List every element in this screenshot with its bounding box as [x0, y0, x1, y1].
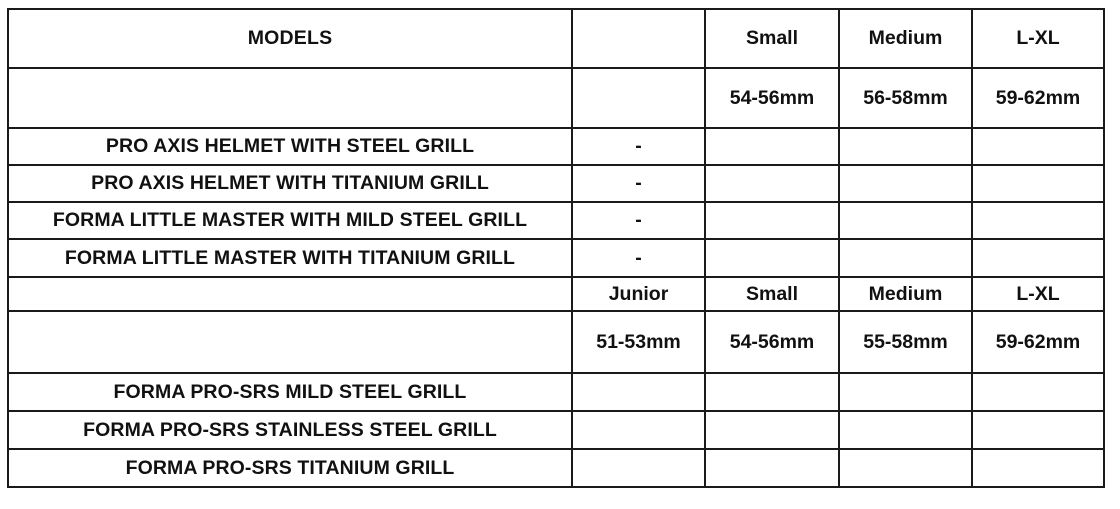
section-two-measurement-lxl: 59-62mm: [971, 310, 1105, 374]
model-name: FORMA LITTLE MASTER WITH MILD STEEL GRIL…: [7, 201, 573, 240]
availability-cell-unavailable: -: [571, 164, 706, 203]
availability-cell-unavailable: -: [571, 238, 706, 278]
model-name: FORMA PRO-SRS TITANIUM GRILL: [7, 448, 573, 488]
table-row: FORMA PRO-SRS STAINLESS STEEL GRILL: [7, 410, 1105, 450]
availability-cell-medium: [838, 238, 973, 278]
availability-cell-medium: [838, 127, 973, 166]
size-chart-container: MODELS Small Medium L-XL 54-56mm 56-58mm…: [7, 8, 1105, 488]
availability-cell-unavailable: -: [571, 127, 706, 166]
table-row: FORMA PRO-SRS TITANIUM GRILL: [7, 448, 1105, 488]
section-one-header-small: Small: [704, 8, 840, 69]
availability-cell-lxl: [971, 238, 1105, 278]
availability-cell-small: [704, 201, 840, 240]
availability-cell-medium: [838, 164, 973, 203]
availability-cell-medium: [838, 448, 973, 488]
section-one-measurement-medium: 56-58mm: [838, 67, 973, 129]
availability-cell-lxl: [971, 201, 1105, 240]
model-name: PRO AXIS HELMET WITH TITANIUM GRILL: [7, 164, 573, 203]
section-two-header-junior: Junior: [571, 276, 706, 312]
helmet-size-chart-table: MODELS Small Medium L-XL 54-56mm 56-58mm…: [7, 8, 1105, 488]
section-two-header-empty-model: [7, 276, 573, 312]
models-column-header: MODELS: [7, 8, 573, 69]
section-two-header-small: Small: [704, 276, 840, 312]
availability-cell-small: [704, 410, 840, 450]
availability-cell-lxl: [971, 164, 1105, 203]
model-name: PRO AXIS HELMET WITH STEEL GRILL: [7, 127, 573, 166]
section-one-measurement-small: 54-56mm: [704, 67, 840, 129]
table-row: FORMA LITTLE MASTER WITH TITANIUM GRILL …: [7, 238, 1105, 278]
section-two-measurement-small: 54-56mm: [704, 310, 840, 374]
model-name: FORMA PRO-SRS MILD STEEL GRILL: [7, 372, 573, 412]
model-name: FORMA PRO-SRS STAINLESS STEEL GRILL: [7, 410, 573, 450]
availability-cell-junior: [571, 448, 706, 488]
section-two-measurement-junior: 51-53mm: [571, 310, 706, 374]
availability-cell-small: [704, 372, 840, 412]
availability-cell-lxl: [971, 127, 1105, 166]
availability-cell-junior: [571, 372, 706, 412]
model-name: FORMA LITTLE MASTER WITH TITANIUM GRILL: [7, 238, 573, 278]
table-row: PRO AXIS HELMET WITH TITANIUM GRILL -: [7, 164, 1105, 203]
availability-cell-medium: [838, 201, 973, 240]
section-two-header-row: Junior Small Medium L-XL: [7, 276, 1105, 312]
section-one-header-medium: Medium: [838, 8, 973, 69]
section-one-measurement-row: 54-56mm 56-58mm 59-62mm: [7, 67, 1105, 129]
section-one-header-empty-cell: [571, 8, 706, 69]
availability-cell-unavailable: -: [571, 201, 706, 240]
section-two-measurement-row: 51-53mm 54-56mm 55-58mm 59-62mm: [7, 310, 1105, 374]
section-one-header-lxl: L-XL: [971, 8, 1105, 69]
table-row: PRO AXIS HELMET WITH STEEL GRILL -: [7, 127, 1105, 166]
section-two-measurement-medium: 55-58mm: [838, 310, 973, 374]
availability-cell-small: [704, 448, 840, 488]
availability-cell-lxl: [971, 448, 1105, 488]
availability-cell-lxl: [971, 372, 1105, 412]
section-two-header-medium: Medium: [838, 276, 973, 312]
section-one-measurement-empty-model: [7, 67, 573, 129]
availability-cell-junior: [571, 410, 706, 450]
table-row: FORMA PRO-SRS MILD STEEL GRILL: [7, 372, 1105, 412]
availability-cell-lxl: [971, 410, 1105, 450]
section-two-measurement-empty-model: [7, 310, 573, 374]
section-one-header-row: MODELS Small Medium L-XL: [7, 8, 1105, 69]
availability-cell-medium: [838, 372, 973, 412]
section-one-measurement-empty-cell: [571, 67, 706, 129]
table-row: FORMA LITTLE MASTER WITH MILD STEEL GRIL…: [7, 201, 1105, 240]
availability-cell-small: [704, 238, 840, 278]
availability-cell-medium: [838, 410, 973, 450]
availability-cell-small: [704, 127, 840, 166]
availability-cell-small: [704, 164, 840, 203]
section-one-measurement-lxl: 59-62mm: [971, 67, 1105, 129]
section-two-header-lxl: L-XL: [971, 276, 1105, 312]
